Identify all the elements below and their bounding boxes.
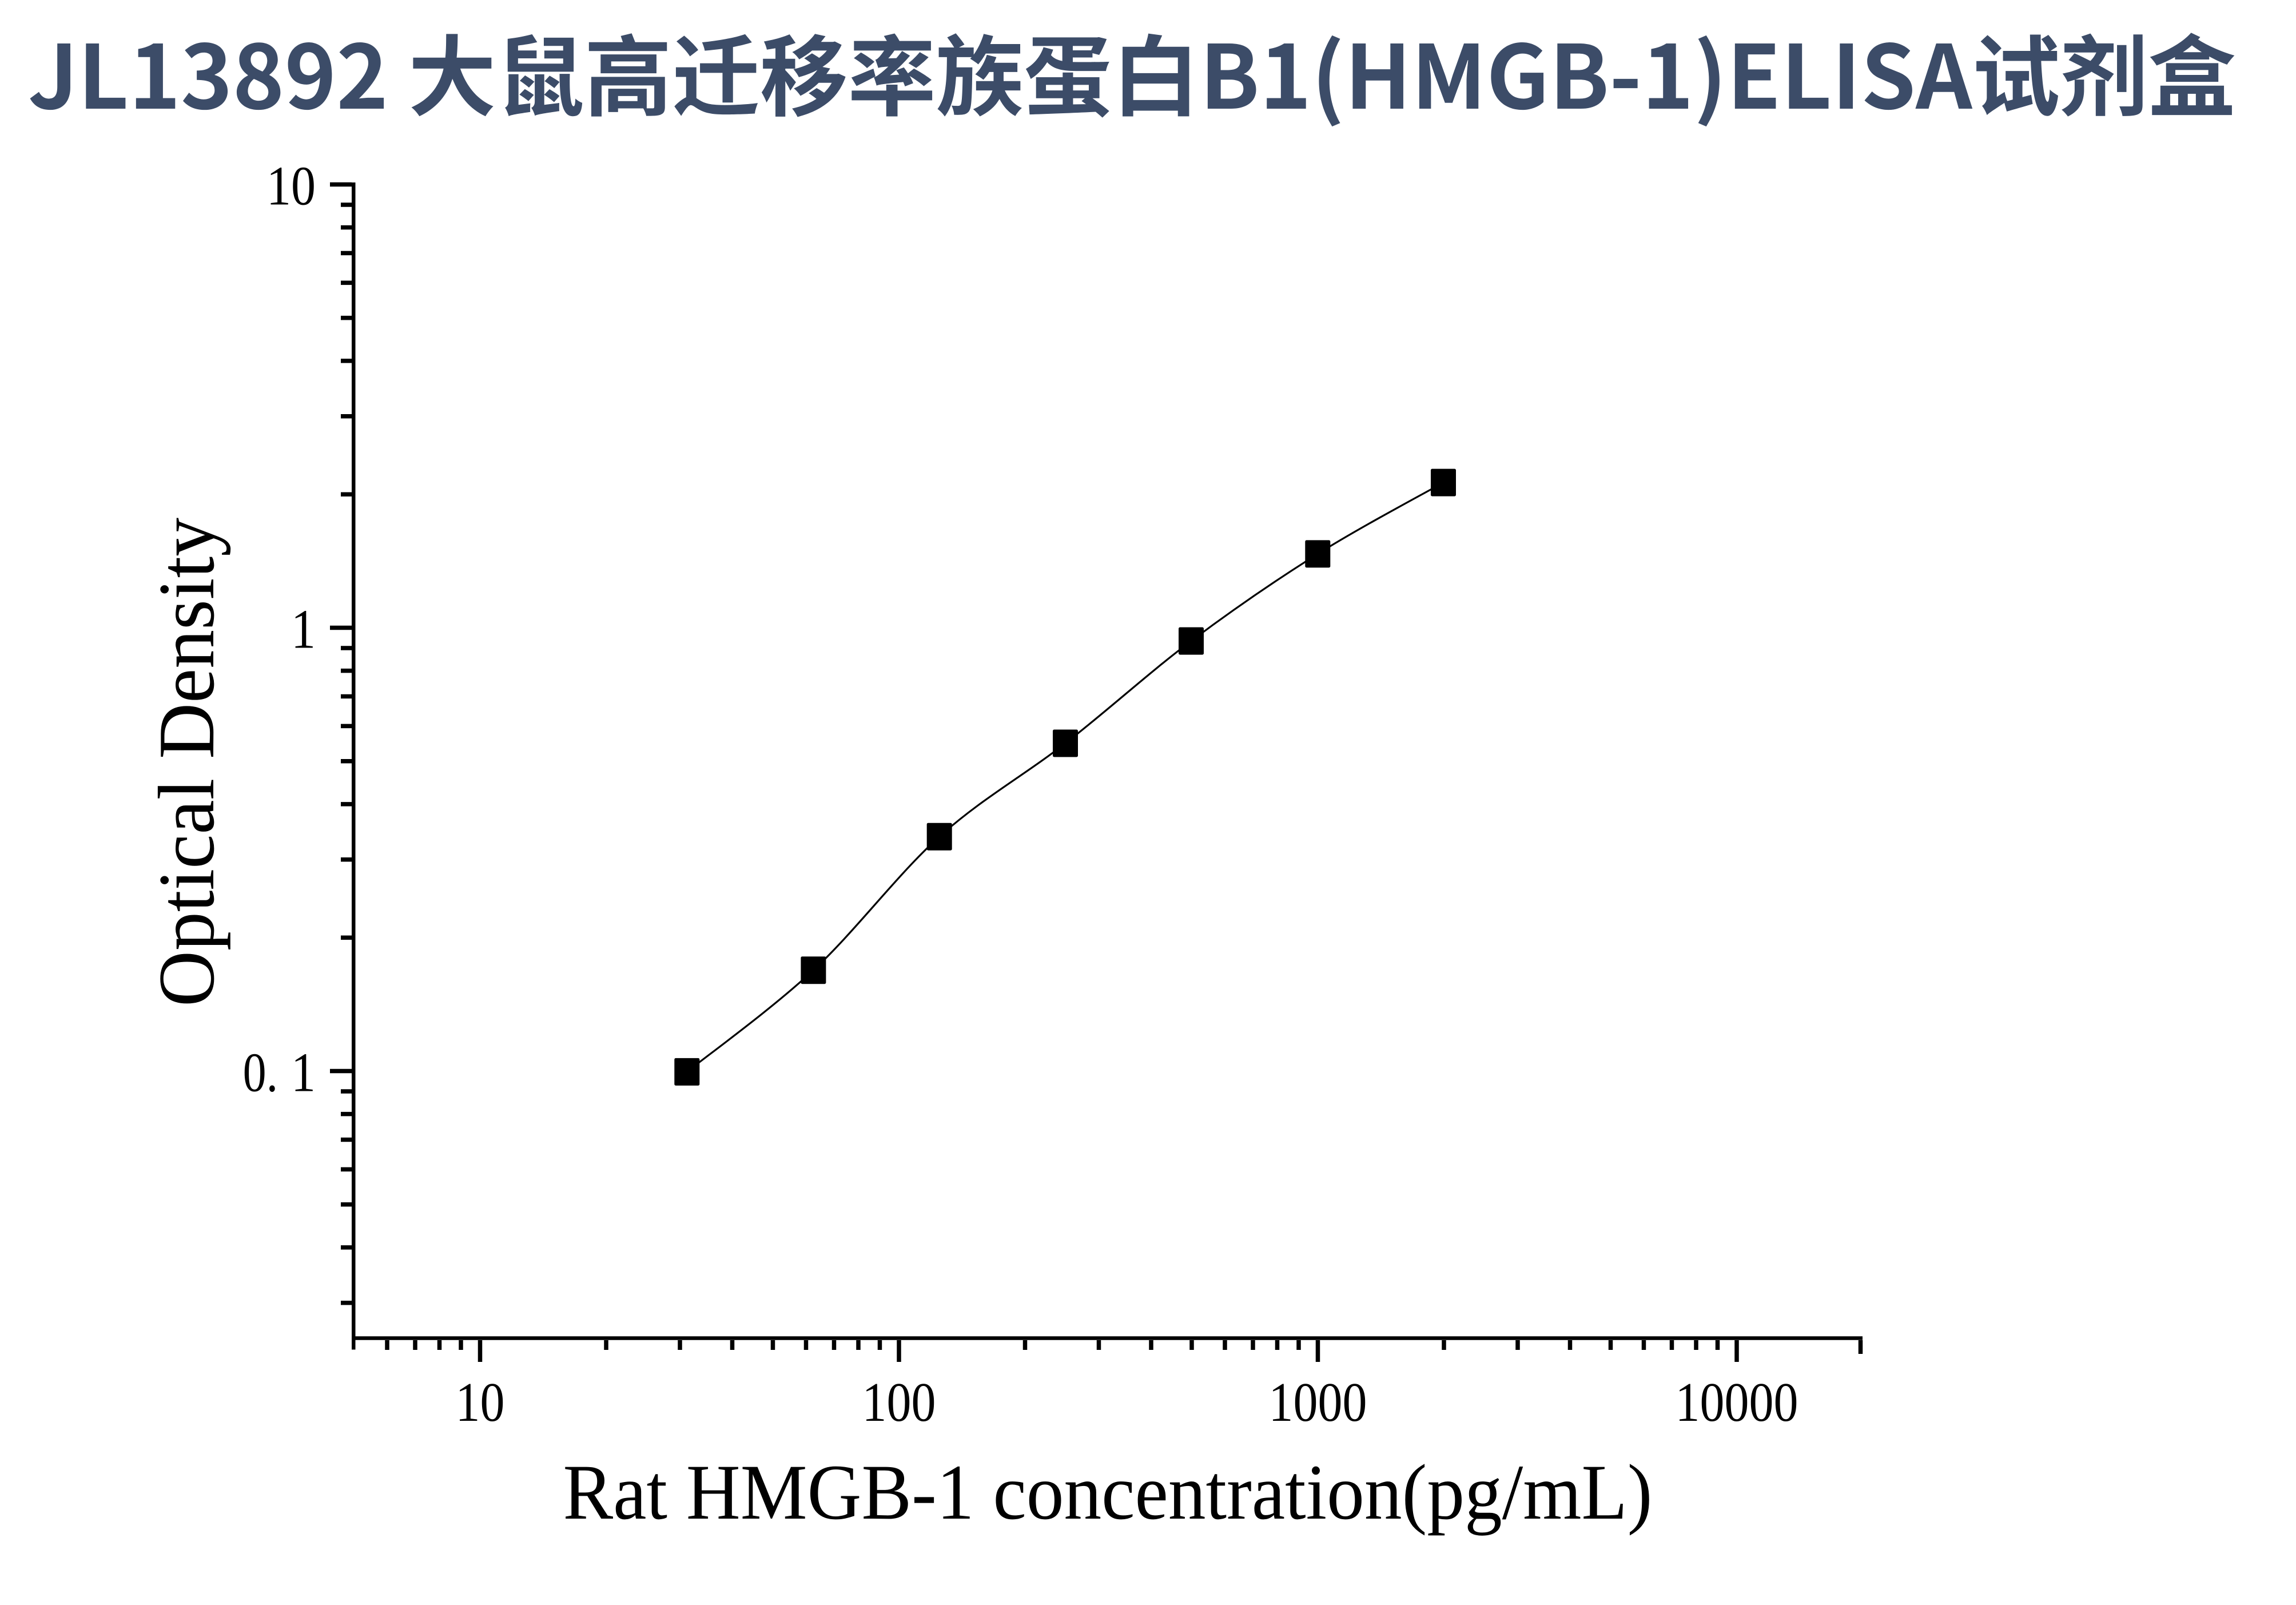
svg-text:10: 10 (266, 156, 316, 217)
svg-text:0.: 0. (243, 1042, 278, 1104)
svg-text:10000: 10000 (1676, 1372, 1798, 1433)
svg-text:1: 1 (291, 1042, 316, 1104)
svg-text:Optical Density: Optical Density (142, 518, 231, 1007)
svg-text:1000: 1000 (1269, 1372, 1367, 1433)
svg-text:Rat HMGB-1 concentration(pg/mL: Rat HMGB-1 concentration(pg/mL) (563, 1448, 1653, 1536)
svg-text:10: 10 (456, 1372, 505, 1433)
svg-text:1: 1 (291, 599, 316, 661)
svg-text:100: 100 (862, 1372, 936, 1433)
